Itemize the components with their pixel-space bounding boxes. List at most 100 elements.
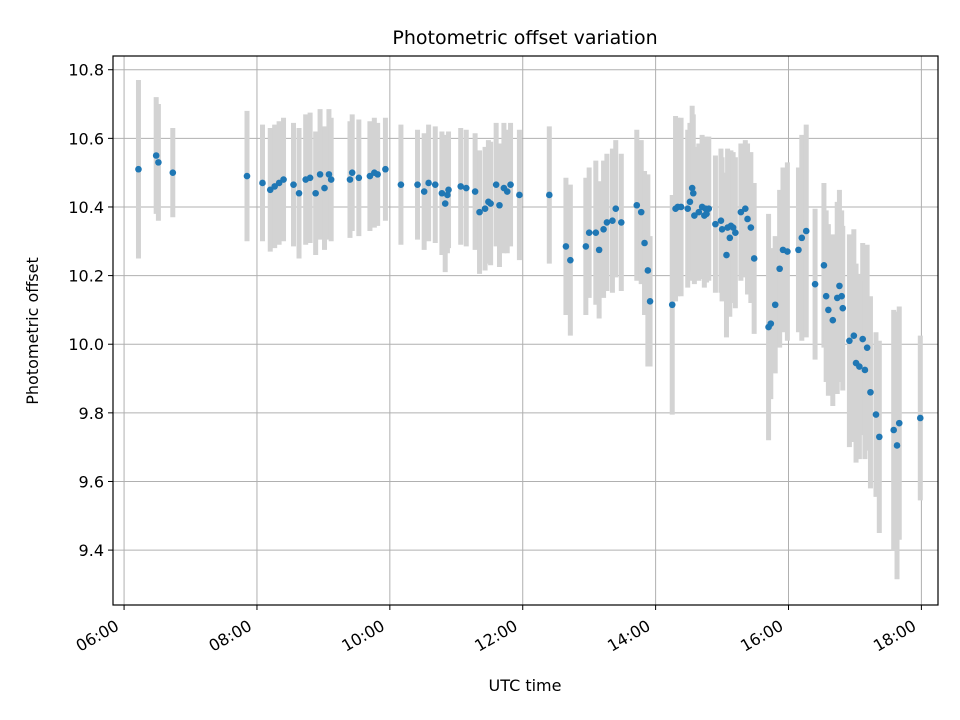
data-point	[152, 152, 160, 159]
data-point	[325, 171, 333, 178]
data-point	[684, 205, 692, 212]
data-point	[348, 169, 356, 176]
data-point	[397, 181, 405, 188]
data-point	[784, 248, 791, 255]
data-point	[169, 169, 177, 176]
data-point	[876, 433, 883, 441]
data-point	[744, 215, 751, 223]
data-point	[592, 229, 600, 237]
data-point	[850, 332, 858, 339]
data-point	[890, 426, 898, 434]
data-point	[646, 298, 654, 305]
data-points	[135, 152, 924, 449]
data-point	[705, 205, 713, 212]
data-point	[312, 189, 319, 197]
data-point	[822, 292, 830, 300]
data-point	[321, 184, 328, 192]
data-point	[747, 224, 755, 231]
data-point	[374, 171, 381, 178]
chart-title: Photometric offset variation	[392, 27, 657, 49]
data-point	[327, 176, 335, 183]
data-point	[689, 189, 697, 197]
data-point	[742, 205, 749, 212]
data-point	[641, 239, 648, 247]
data-point	[695, 208, 703, 216]
data-point	[802, 227, 810, 235]
x-axis-label: UTC time	[489, 676, 562, 695]
data-point	[609, 217, 616, 224]
data-point	[859, 335, 866, 343]
data-point	[717, 217, 725, 224]
data-point	[438, 189, 446, 197]
data-point	[916, 414, 924, 422]
y-tick-label: 9.4	[79, 541, 104, 560]
data-point	[798, 234, 806, 242]
data-point	[691, 212, 698, 219]
data-point	[420, 188, 428, 195]
data-point	[718, 225, 726, 233]
data-point	[846, 337, 853, 345]
data-point	[771, 301, 779, 309]
y-axis-ticks: 9.4 9.6 9.8 10.0 10.2 10.4 10.6 10.8	[68, 61, 113, 560]
y-tick-label: 10.8	[68, 61, 104, 80]
data-point	[829, 316, 837, 324]
data-point	[825, 306, 832, 314]
data-point	[471, 188, 479, 195]
data-point	[838, 292, 845, 300]
data-point	[366, 172, 374, 180]
data-point	[445, 186, 452, 194]
y-tick-label: 9.6	[79, 472, 104, 491]
y-tick-label: 9.8	[79, 404, 104, 423]
data-point	[135, 165, 142, 173]
data-point	[155, 159, 162, 166]
y-tick-label: 10.2	[68, 267, 104, 286]
data-point	[306, 174, 314, 182]
data-point	[487, 200, 494, 207]
y-tick-label: 10.6	[68, 129, 104, 148]
data-point	[582, 243, 590, 250]
data-point	[726, 234, 734, 242]
data-point	[644, 267, 652, 274]
data-point	[668, 301, 676, 309]
data-point	[476, 208, 483, 216]
data-point	[316, 171, 324, 178]
data-point	[280, 176, 287, 183]
data-point	[795, 246, 802, 254]
data-point	[425, 179, 432, 187]
data-point	[820, 262, 828, 269]
y-tick-label: 10.4	[68, 198, 104, 217]
data-point	[562, 243, 570, 250]
data-point	[729, 224, 737, 231]
data-point	[872, 411, 880, 418]
data-point	[811, 280, 819, 288]
data-point	[290, 181, 297, 188]
data-point	[567, 256, 574, 264]
data-point	[243, 172, 251, 180]
data-point	[839, 304, 847, 312]
y-axis-label: Photometric offset	[23, 257, 42, 405]
data-point	[266, 186, 274, 194]
data-point	[612, 205, 620, 212]
data-point	[462, 184, 470, 192]
data-point	[856, 363, 863, 370]
data-point	[893, 442, 901, 449]
data-point	[863, 344, 871, 351]
data-point	[355, 174, 363, 182]
data-point	[836, 282, 843, 290]
plot-frame	[112, 55, 939, 606]
data-point	[546, 191, 553, 199]
data-point	[431, 181, 439, 188]
data-point	[259, 179, 266, 187]
data-point	[382, 165, 389, 173]
data-point	[637, 208, 645, 216]
data-point	[776, 265, 783, 273]
data-point	[688, 184, 696, 192]
y-tick-label: 10.0	[68, 335, 104, 354]
data-point	[750, 255, 758, 262]
data-point	[737, 208, 745, 216]
data-point	[492, 181, 500, 188]
data-point	[496, 201, 503, 209]
data-point	[861, 366, 869, 374]
